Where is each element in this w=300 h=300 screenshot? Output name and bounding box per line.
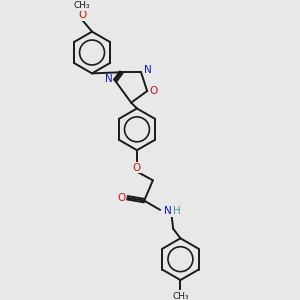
Text: O: O (118, 193, 126, 203)
Text: O: O (133, 163, 141, 172)
Text: N: N (105, 74, 113, 84)
Text: N: N (164, 206, 172, 216)
Text: CH₃: CH₃ (74, 1, 91, 10)
Text: H: H (172, 206, 180, 216)
Text: O: O (149, 86, 158, 96)
Text: CH₃: CH₃ (172, 292, 189, 300)
Text: O: O (78, 11, 86, 20)
Text: N: N (143, 65, 151, 75)
